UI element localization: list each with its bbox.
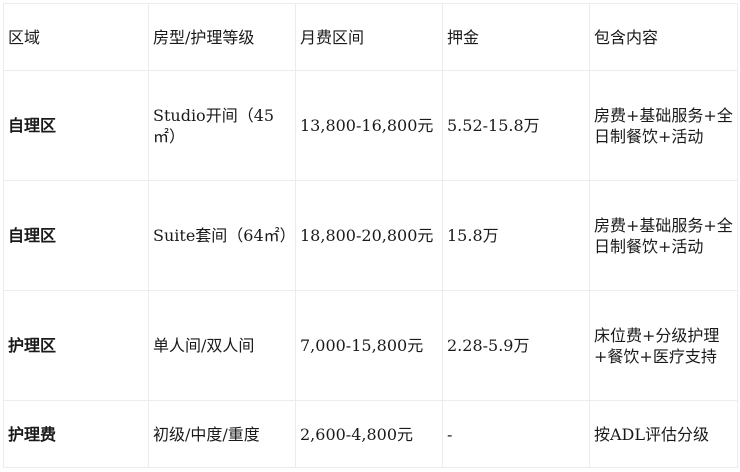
monthly-fee-cell: 2,600-4,800元 xyxy=(295,400,443,468)
header-cell: 押金 xyxy=(442,3,590,71)
room-type-cell: Studio开间（45㎡） xyxy=(148,70,296,181)
table-row: 自理区 Studio开间（45㎡） 13,800-16,800元 5.52-15… xyxy=(3,70,738,181)
header-cell: 区域 xyxy=(3,3,149,71)
pricing-table: 区域 房型/护理等级 月费区间 押金 包含内容 自理区 Studio开间（45㎡… xyxy=(3,3,738,468)
zone-cell: 护理区 xyxy=(3,290,149,401)
monthly-fee-cell: 18,800-20,800元 xyxy=(295,180,443,291)
deposit-cell: 2.28-5.9万 xyxy=(442,290,590,401)
monthly-fee-cell: 13,800-16,800元 xyxy=(295,70,443,181)
zone-cell: 自理区 xyxy=(3,70,149,181)
deposit-cell: 15.8万 xyxy=(442,180,590,291)
includes-cell: 按ADL评估分级 xyxy=(589,400,738,468)
table-row: 护理区 单人间/双人间 7,000-15,800元 2.28-5.9万 床位费+… xyxy=(3,290,738,401)
deposit-cell: - xyxy=(442,400,590,468)
zone-cell: 自理区 xyxy=(3,180,149,291)
room-type-cell: Suite套间（64㎡） xyxy=(148,180,296,291)
deposit-cell: 5.52-15.8万 xyxy=(442,70,590,181)
header-cell: 包含内容 xyxy=(589,3,738,71)
includes-cell: 房费+基础服务+全日制餐饮+活动 xyxy=(589,180,738,291)
header-row: 区域 房型/护理等级 月费区间 押金 包含内容 xyxy=(3,3,738,71)
table-row: 护理费 初级/中度/重度 2,600-4,800元 - 按ADL评估分级 xyxy=(3,400,738,468)
zone-cell: 护理费 xyxy=(3,400,149,468)
table-row: 自理区 Suite套间（64㎡） 18,800-20,800元 15.8万 房费… xyxy=(3,180,738,291)
includes-cell: 房费+基础服务+全日制餐饮+活动 xyxy=(589,70,738,181)
room-type-cell: 单人间/双人间 xyxy=(148,290,296,401)
header-cell: 月费区间 xyxy=(295,3,443,71)
header-cell: 房型/护理等级 xyxy=(148,3,296,71)
includes-cell: 床位费+分级护理+餐饮+医疗支持 xyxy=(589,290,738,401)
room-type-cell: 初级/中度/重度 xyxy=(148,400,296,468)
monthly-fee-cell: 7,000-15,800元 xyxy=(295,290,443,401)
